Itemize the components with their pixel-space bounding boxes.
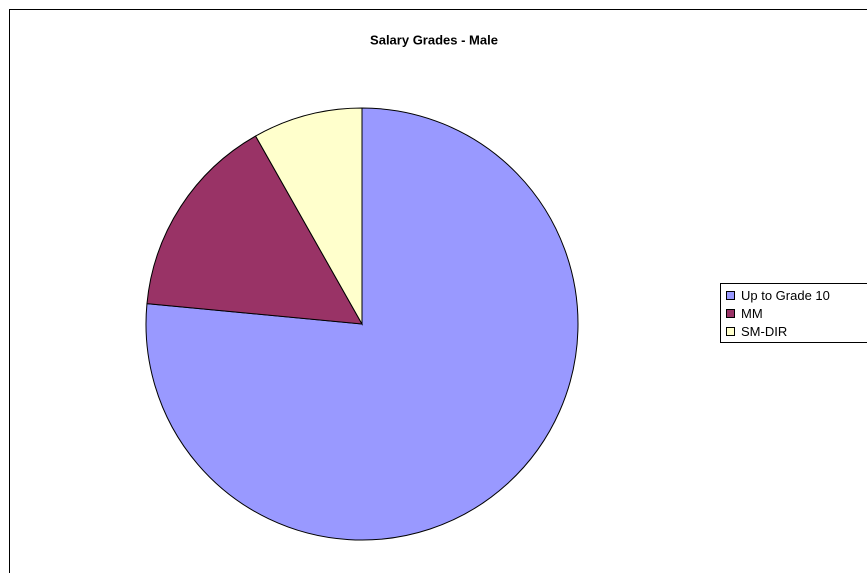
legend-swatch (726, 291, 735, 300)
legend-swatch (726, 309, 735, 318)
legend-label: Up to Grade 10 (741, 288, 830, 303)
legend-label: MM (741, 306, 763, 321)
pie-slice (254, 107, 363, 326)
pie-slice (146, 135, 363, 325)
chart-title: Salary Grades - Male (370, 32, 498, 47)
legend-box (720, 283, 867, 343)
legend-swatch (726, 327, 735, 336)
legend-label: SM-DIR (741, 324, 787, 339)
